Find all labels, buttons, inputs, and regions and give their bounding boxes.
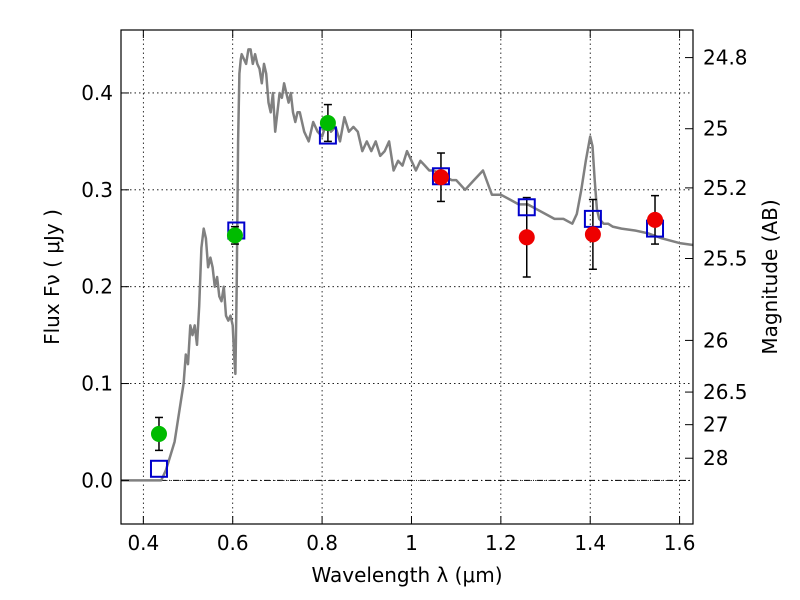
x-tick-label: 0.4 — [127, 531, 159, 555]
red-data-point — [647, 211, 664, 228]
model-spectrum-line — [121, 48, 694, 482]
y-axis-title: Flux Fν ( μJy ) — [40, 209, 64, 345]
mag-tick-label: 26 — [703, 328, 728, 352]
y-tick-label: 0.2 — [81, 275, 113, 299]
green-data-point — [319, 114, 336, 131]
red-data-point — [518, 229, 535, 246]
green-data-point — [226, 227, 243, 244]
y-axis-ticks: 0.0 0.1 0.2 0.3 0.4 — [81, 81, 129, 492]
mag-tick-label: 24.8 — [703, 46, 748, 70]
y-tick-label: 0.3 — [81, 178, 113, 202]
mag-tick-label: 25.5 — [703, 247, 748, 271]
mag-tick-label: 28 — [703, 446, 728, 470]
model-square-marker — [149, 459, 168, 478]
mag-tick-label: 27 — [703, 413, 728, 437]
mag-tick-label: 25 — [703, 117, 728, 141]
y-tick-label: 0.0 — [81, 468, 113, 492]
red-data-point — [432, 169, 449, 186]
mag-tick-label: 25.2 — [703, 176, 748, 200]
x-tick-label: 0.8 — [306, 531, 338, 555]
y-tick-label: 0.1 — [81, 372, 113, 396]
x-tick-label: 1.4 — [574, 531, 606, 555]
magnitude-axis-ticks: 24.8 25 25.2 25.5 26 26.5 27 28 — [685, 46, 748, 470]
x-tick-label: 1.6 — [664, 531, 696, 555]
x-tick-label: 1.2 — [485, 531, 517, 555]
observed-points — [150, 114, 664, 442]
plot-frame — [121, 30, 693, 524]
green-data-point — [150, 425, 167, 442]
mag-tick-label: 26.5 — [703, 380, 748, 404]
model-square-marker — [517, 198, 536, 217]
plot-border — [120, 29, 694, 525]
red-data-point — [584, 226, 601, 243]
x-tick-label: 1 — [405, 531, 418, 555]
x-axis-ticks: 0.4 0.6 0.8 1 1.2 1.4 1.6 — [127, 30, 696, 555]
x-axis-title: Wavelength λ (μm) — [311, 563, 502, 587]
y2-axis-title: Magnitude (AB) — [758, 199, 782, 354]
y-tick-label: 0.4 — [81, 81, 113, 105]
x-tick-label: 0.6 — [217, 531, 249, 555]
